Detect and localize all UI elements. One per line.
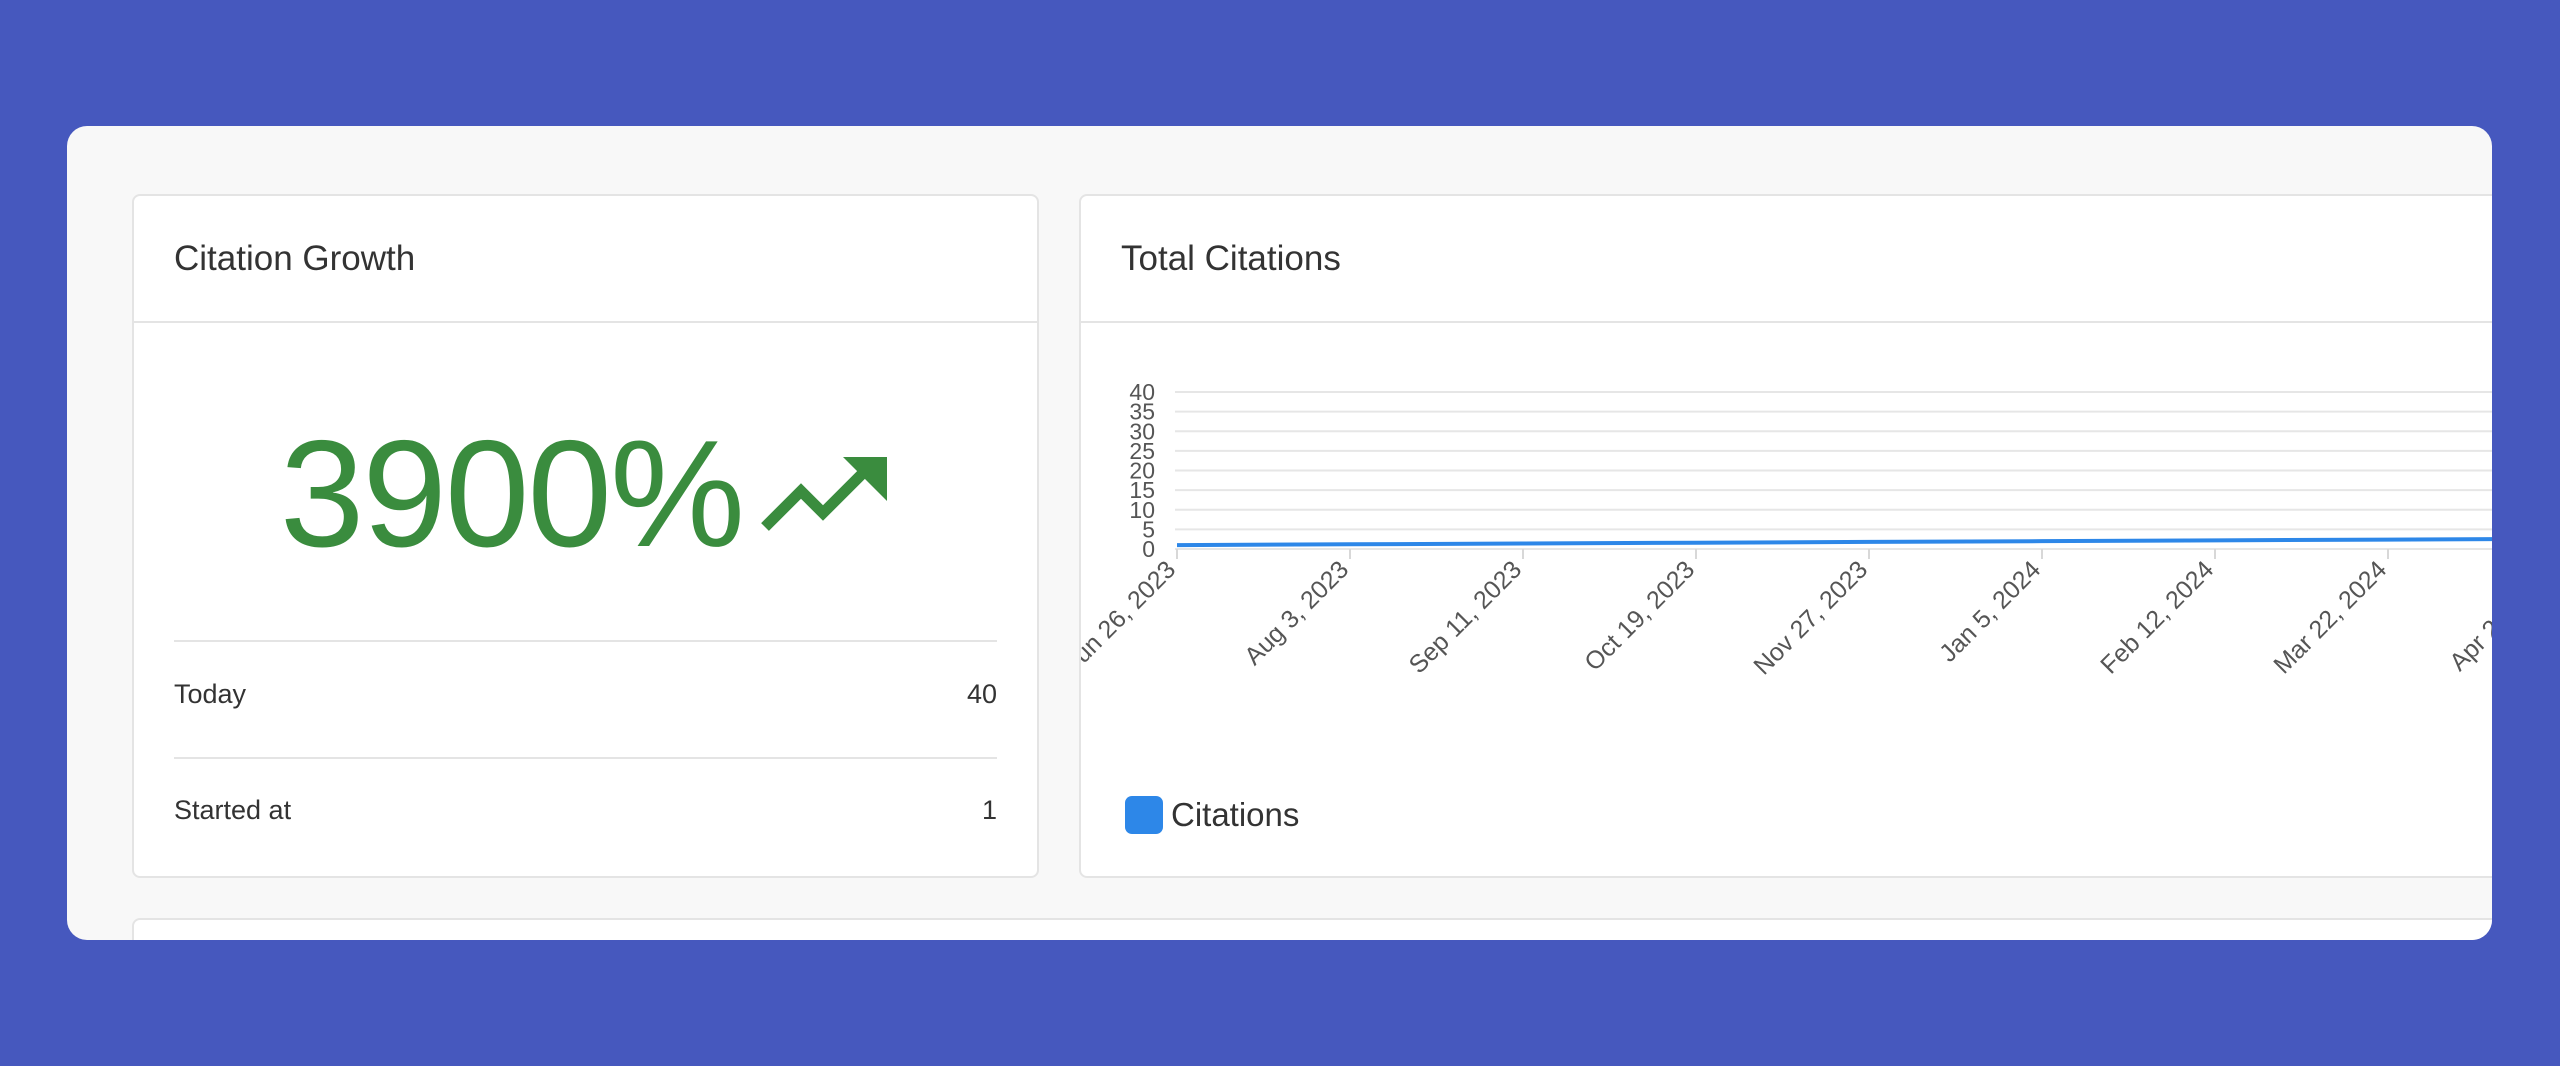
x-tick-label: Oct 19, 2023	[1579, 555, 1700, 676]
stat-label: Today	[174, 678, 247, 709]
stat-value: 1	[981, 794, 997, 825]
stat-row-started: Started at 1	[174, 790, 997, 830]
y-tick-label: 5	[1142, 516, 1155, 542]
card-title: Citation Growth	[134, 196, 1037, 323]
dashboard-panel: Citation Growth 3900% Today 40 Started a…	[67, 126, 2492, 940]
y-tick-label: 30	[1129, 418, 1155, 444]
growth-percent: 3900%	[279, 409, 745, 579]
y-tick-label: 20	[1129, 458, 1155, 484]
y-tick-label: 0	[1142, 536, 1155, 562]
y-tick-label: 10	[1129, 497, 1155, 523]
x-tick-label: Jan 5, 2024	[1934, 555, 2046, 667]
x-tick-label: Aug 3, 2023	[1239, 555, 1354, 670]
citation-growth-card: Citation Growth 3900% Today 40 Started a…	[132, 194, 1039, 878]
x-tick-label: Jun 26, 2023	[1081, 555, 1181, 677]
x-tick-label: Sep 11, 2023	[1404, 555, 1528, 679]
stat-row-today: Today 40	[174, 674, 997, 714]
legend-label: Citations	[1171, 796, 1300, 833]
y-tick-label: 15	[1129, 477, 1155, 503]
y-tick-label: 35	[1129, 399, 1155, 425]
x-tick-label: Nov 27, 2023	[1748, 555, 1873, 680]
x-tick-label: Feb 12, 2024	[2095, 555, 2219, 679]
divider	[174, 640, 997, 642]
chart-legend[interactable]: Citations	[1125, 796, 1299, 834]
growth-value: 3900%	[134, 418, 1037, 570]
stat-value: 40	[966, 678, 997, 709]
trending-up-icon	[761, 455, 891, 540]
divider	[174, 757, 997, 759]
series-line-citations	[1176, 537, 2492, 548]
x-tick-label: Mar 22, 2024	[2268, 555, 2392, 679]
y-tick-label: 25	[1129, 438, 1155, 464]
total-citations-card: Total Citations 0 5 10 15 20 25 30 35 40 Jun 26, …	[1079, 194, 2492, 878]
x-tick-label: Apr 29, 2024	[2444, 555, 2492, 676]
card-title: Total Citations	[1081, 196, 2492, 323]
next-card	[132, 918, 2492, 940]
stat-label: Started at	[174, 794, 292, 825]
y-tick-label: 40	[1129, 379, 1155, 405]
legend-swatch	[1125, 796, 1163, 834]
